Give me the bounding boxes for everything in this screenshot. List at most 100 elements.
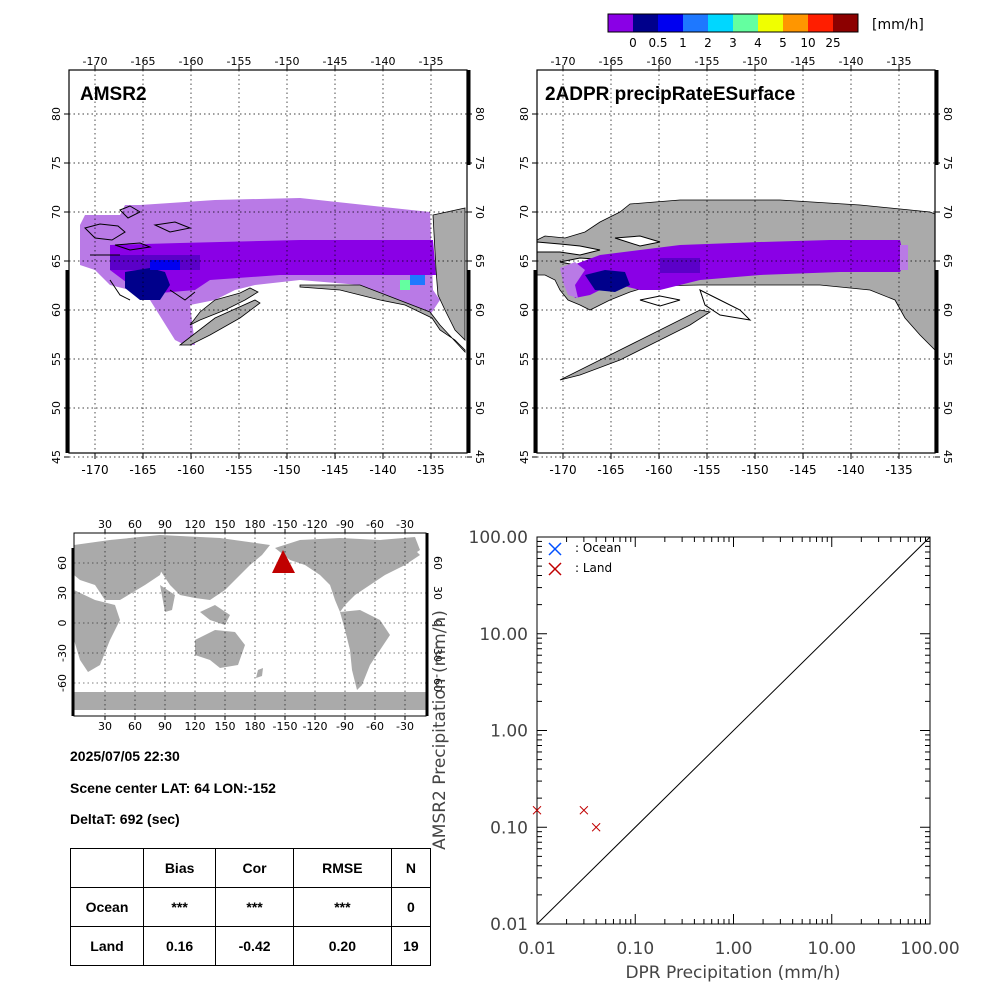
amsr2-lat-label-right: 50 [473, 401, 486, 415]
dpr-lon-label-top: -140 [839, 55, 864, 68]
y-tick-label: 1.00 [490, 722, 528, 742]
dpr-title: 2ADPR precipRateESurface [545, 84, 795, 105]
globe-lon-label-top: -120 [303, 518, 328, 531]
colorbar-swatch [833, 14, 858, 32]
amsr2-precip-blue [150, 260, 180, 270]
globe-lon-label: -30 [396, 720, 414, 733]
globe-map: 30 30 60 60 90 90 120 120 150 150 180 180 -150 -150 -1… [56, 518, 444, 733]
amsr2-lat-label: 50 [50, 401, 63, 415]
amsr2-map: -170 -170 -165 -165 -160 -160 -155 -155 -150 -150… [50, 55, 486, 477]
amsr2-lon-label-top: -170 [83, 55, 108, 68]
dpr-lat-label-right: 75 [941, 156, 954, 170]
globe-lon-label: -150 [273, 720, 298, 733]
globe-lat-label: -60 [56, 674, 69, 692]
amsr2-lat-label-right: 65 [473, 254, 486, 268]
colorbar-tick-label: 25 [825, 36, 840, 50]
scatter-point-stroke [591, 822, 601, 832]
dpr-precip-edge [900, 245, 908, 270]
stats-land-n: 19 [390, 926, 432, 966]
statistics-table: Bias Cor RMSE N Ocean *** *** *** 0 Land… [70, 848, 432, 966]
dpr-precip-field [560, 240, 908, 298]
globe-grid: 30 30 60 60 90 90 120 120 150 150 180 180 -150 -150 -1… [56, 518, 444, 733]
scatter-point-stroke [532, 805, 542, 815]
globe-lon-label-top: -90 [336, 518, 354, 531]
dpr-lat-label-right: 65 [941, 254, 954, 268]
stats-header-rmse: RMSE [292, 848, 392, 888]
dpr-lat-label: 55 [518, 352, 531, 366]
globe-lat-label: 60 [56, 556, 69, 570]
x-axis-label: DPR Precipitation (mm/h) [625, 963, 840, 983]
stats-row-land: Land 0.16 -0.42 0.20 19 [70, 926, 432, 966]
amsr2-lon-label: -165 [129, 463, 156, 477]
amsr2-lon-label: -160 [177, 463, 204, 477]
dpr-lon-label: -155 [693, 463, 720, 477]
globe-lon-label: -90 [336, 720, 354, 733]
dpr-precip-light [560, 262, 585, 298]
amsr2-precip-band [110, 240, 436, 293]
colorbar-swatch [683, 14, 708, 32]
dpr-lon-label: -145 [789, 463, 816, 477]
x-tick-label: 10.00 [807, 939, 856, 959]
amsr2-lat-label: 65 [50, 254, 63, 268]
y-tick-label: 0.10 [490, 818, 528, 838]
scatter-point-stroke [579, 805, 589, 815]
amsr2-lat-label-right: 80 [473, 107, 486, 121]
scatter-points [532, 805, 601, 832]
dpr-map: -170 -170 -165 -165 -160 -160 -155 -155 -150 -150… [518, 55, 954, 477]
colorbar-swatch [758, 14, 783, 32]
stats-ocean-cor: *** [215, 887, 294, 927]
dpr-lat-label-right: 70 [941, 205, 954, 219]
globe-lat-label-right: -60 [431, 674, 444, 692]
colorbar-unit: [mm/h] [872, 17, 924, 33]
legend-ocean-marker [548, 542, 562, 556]
globe-lon-label: 90 [158, 720, 172, 733]
dpr-lat-label: 70 [518, 205, 531, 219]
globe-lon-label-top: -150 [273, 518, 298, 531]
globe-lon-label-top: -30 [396, 518, 414, 531]
colorbar-tick-label: 1 [679, 36, 687, 50]
colorbar-tick-label: 3 [729, 36, 737, 50]
dpr-lat-label: 80 [518, 107, 531, 121]
globe-lon-label: -60 [366, 720, 384, 733]
globe-lat-label-right: 0 [431, 620, 444, 627]
amsr2-precip-green [400, 280, 410, 290]
globe-lat-label: 30 [56, 586, 69, 600]
amsr2-lon-label: -140 [369, 463, 396, 477]
y-axis-label: AMSR2 Precipitation (mm/h) [430, 610, 450, 850]
colorbar-tick-label: 0 [629, 36, 637, 50]
amsr2-lon-label-top: -140 [371, 55, 396, 68]
amsr2-land [178, 207, 466, 354]
amsr2-title: AMSR2 [80, 84, 147, 105]
dpr-lat-label: 65 [518, 254, 531, 268]
amsr2-lon-label: -170 [81, 463, 108, 477]
colorbar-tick-label: 10 [800, 36, 815, 50]
dpr-lon-label-top: -155 [695, 55, 720, 68]
legend-land-label: : Land [575, 561, 612, 575]
stats-corner-cell [70, 848, 144, 888]
amsr2-lat-label: 75 [50, 156, 63, 170]
colorbar-swatch [633, 14, 658, 32]
dpr-lon-label: -165 [597, 463, 624, 477]
dpr-lon-label-top: -150 [743, 55, 768, 68]
x-tick-label: 1.00 [715, 939, 753, 959]
scatter-point [579, 805, 589, 815]
stats-land-cor: -0.42 [215, 926, 294, 966]
x-tick-label: 0.10 [616, 939, 654, 959]
globe-lon-label-top: -60 [366, 518, 384, 531]
dpr-grid: -170 -170 -165 -165 -160 -160 -155 -155 -150 -150… [518, 55, 954, 477]
dpr-lat-label: 75 [518, 156, 531, 170]
legend-land-marker [548, 562, 562, 576]
globe-land [74, 535, 426, 710]
colorbar-tick-label: 2 [704, 36, 712, 50]
amsr2-lon-label-top: -160 [179, 55, 204, 68]
y-tick-label: 10.00 [479, 625, 528, 645]
x-tick-label: 100.00 [900, 939, 959, 959]
dpr-lat-label-right: 55 [941, 352, 954, 366]
dpr-lon-label-top: -165 [599, 55, 624, 68]
globe-lat-label-right: 60 [431, 556, 444, 570]
amsr2-precip-lightblue [410, 275, 425, 285]
dpr-lat-label-right: 80 [941, 107, 954, 121]
amsr2-lon-label-top: -165 [131, 55, 156, 68]
globe-lon-label-top: 60 [128, 518, 142, 531]
